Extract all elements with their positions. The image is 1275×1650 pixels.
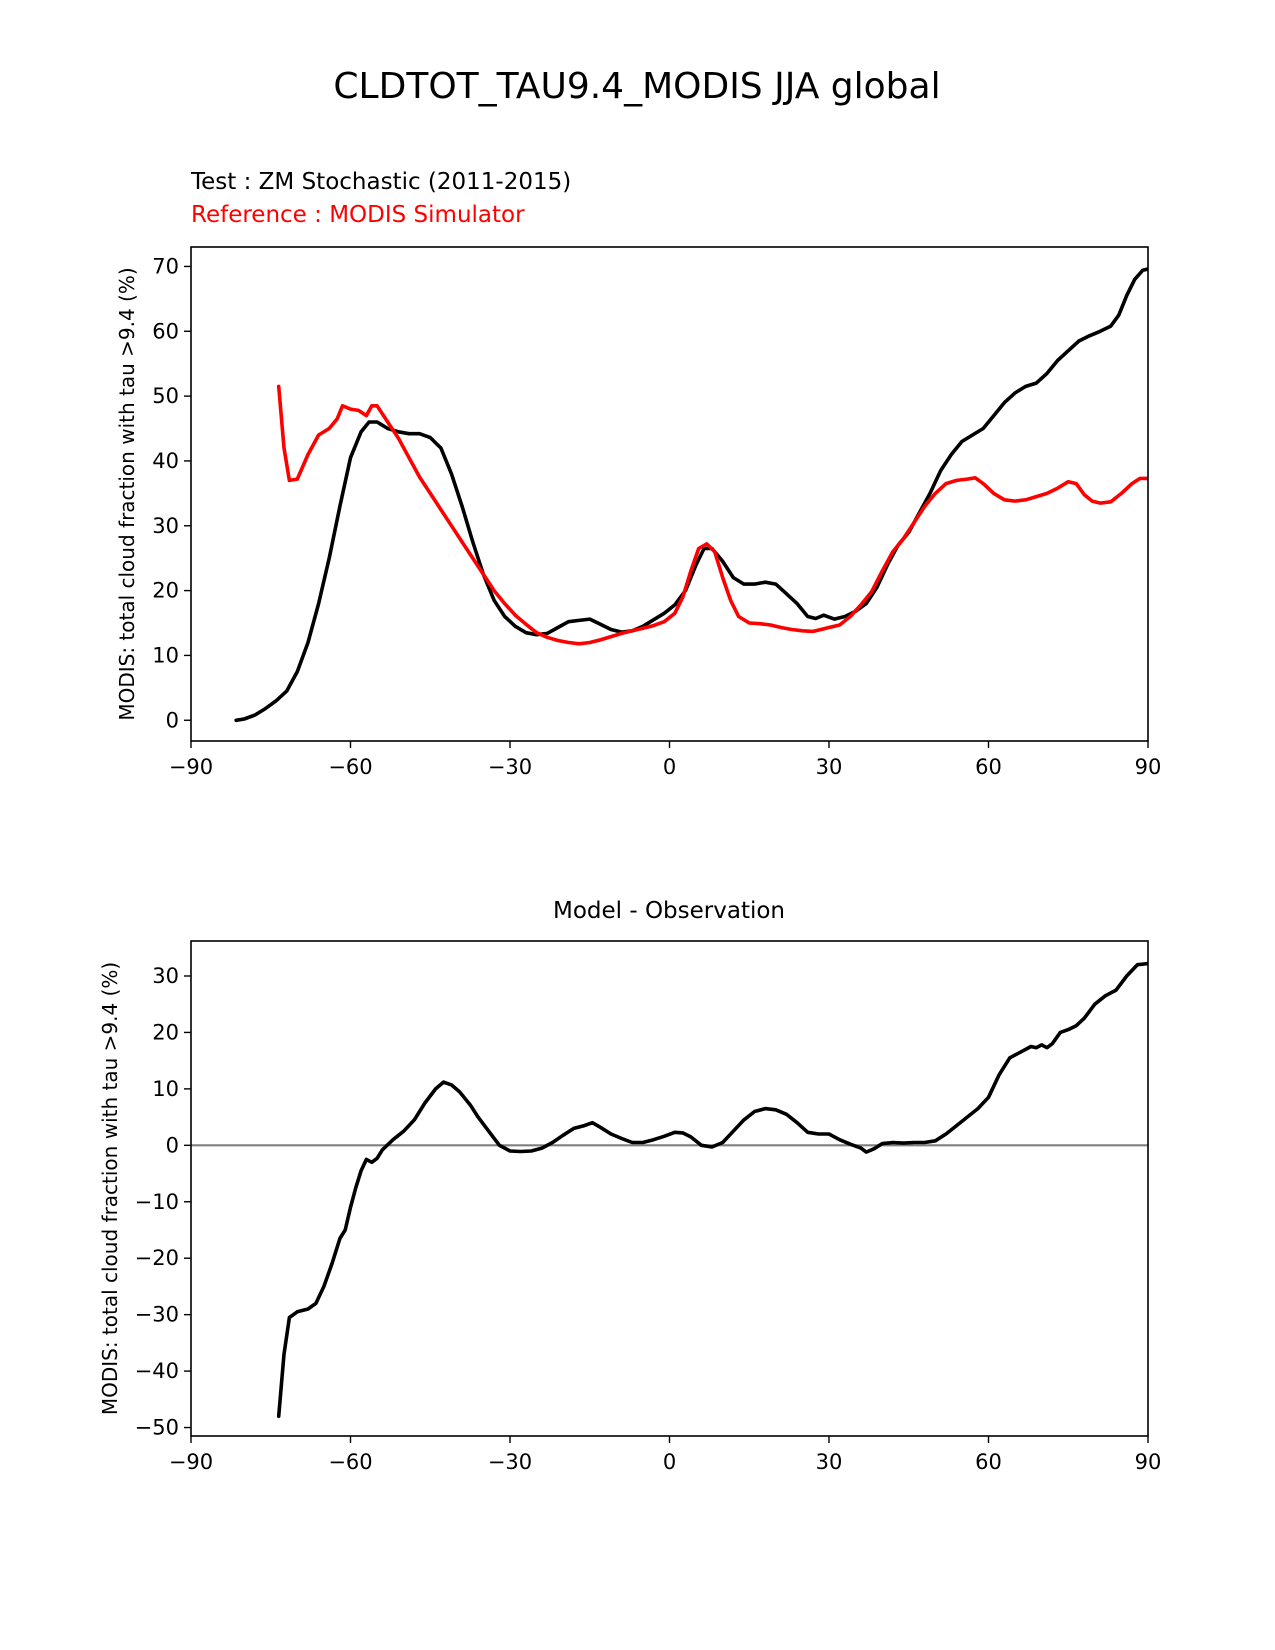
y-tick-label: −40 [135,1359,179,1383]
plot-frame [190,246,1149,742]
y-axis-label: MODIS: total cloud fraction with tau >9.… [98,962,122,1415]
x-tick-label: 90 [1135,1450,1162,1474]
y-axis-label: MODIS: total cloud fraction with tau >9.… [115,267,139,720]
x-tick-label: −90 [169,755,213,779]
series-line-0 [234,267,1148,723]
y-tick-label: 20 [152,579,179,603]
x-tick-label: 90 [1135,755,1162,779]
x-tick-label: −60 [328,755,372,779]
y-tick-label: 40 [152,449,179,473]
bottom-panel: −90 −60 −30 0 30 60 90 −50 −40 −30 −20 −10 0 10 20 30 MO… [98,940,1162,1474]
series-line-0 [276,961,1148,1418]
x-tick-label: 0 [663,1450,676,1474]
x-tick-label: 30 [816,1450,843,1474]
figure-title: CLDTOT_TAU9.4_MODIS JJA global [333,66,940,107]
y-tick-label: 0 [166,708,179,732]
reference-subtitle: Reference : MODIS Simulator [191,202,525,228]
y-tick-label: 70 [152,254,179,278]
y-tick-label: 30 [152,964,179,988]
series-line-1 [276,384,1148,646]
x-tick-label: 60 [975,755,1002,779]
y-tick-label: 10 [152,643,179,667]
y-tick-label: 0 [166,1133,179,1157]
y-tick-label: −50 [135,1416,179,1440]
y-tick-label: 10 [152,1077,179,1101]
y-tick-label: 20 [152,1020,179,1044]
test-subtitle: Test : ZM Stochastic (2011-2015) [190,169,571,195]
x-tick-label: −30 [488,1450,532,1474]
x-tick-label: 30 [816,755,843,779]
y-tick-label: 50 [152,384,179,408]
top-panel: −90 −60 −30 0 30 60 90 0 10 20 30 40 50 60 70 MODIS: to… [115,246,1162,779]
x-tick-label: 60 [975,1450,1002,1474]
plot-frame [190,940,1149,1437]
x-tick-label: −90 [169,1450,213,1474]
y-tick-label: 60 [152,319,179,343]
bottom-panel-title: Model - Observation [553,898,785,924]
y-tick-label: −20 [135,1246,179,1270]
y-tick-label: 30 [152,514,179,538]
x-tick-label: −30 [488,755,532,779]
x-tick-label: 0 [663,755,676,779]
y-tick-label: −10 [135,1190,179,1214]
y-tick-label: −30 [135,1303,179,1327]
x-tick-label: −60 [328,1450,372,1474]
